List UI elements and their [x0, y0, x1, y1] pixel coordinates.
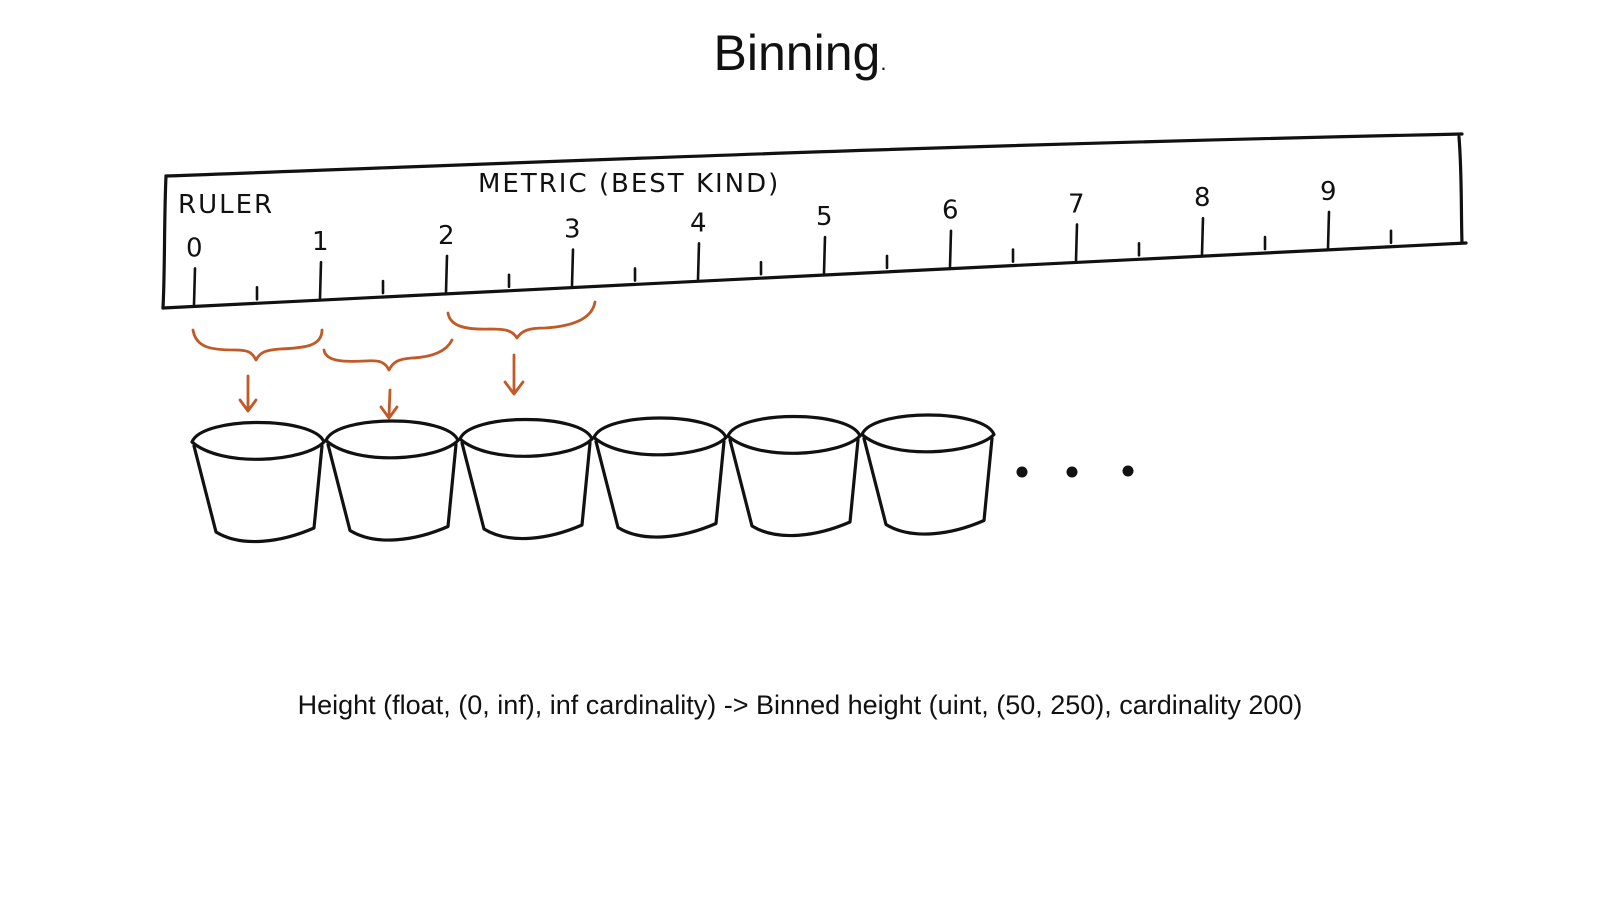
arrow-bin-1: [238, 374, 258, 413]
bucket: [726, 415, 862, 538]
ruler-ticks: [192, 210, 1393, 306]
bucket: [458, 418, 594, 541]
ruler-major-tick: [1200, 216, 1205, 256]
ruler-major-tick: [948, 229, 953, 269]
buckets: [190, 413, 996, 544]
ruler-tick-label: 5: [816, 202, 833, 232]
bucket-rim: [458, 418, 594, 458]
ruler-tick-label: 3: [564, 215, 581, 245]
ellipsis-dot: [1122, 465, 1134, 477]
slide-title: Binning.: [0, 24, 1600, 82]
ellipsis: [1016, 465, 1134, 478]
ellipsis-dot: [1066, 466, 1078, 478]
ruler-major-tick: [318, 260, 323, 300]
bucket-body: [594, 439, 726, 539]
ruler-tick-label: 8: [1194, 183, 1211, 213]
ruler-major-tick: [1326, 210, 1331, 250]
bucket: [592, 416, 728, 539]
bucket-rim: [860, 413, 996, 454]
bin-braces: [191, 300, 597, 420]
bucket-body: [728, 438, 860, 538]
bucket: [190, 421, 326, 544]
ellipsis-dot: [1016, 466, 1028, 478]
ruler-center-label: METRIC (BEST KIND): [478, 169, 780, 199]
ruler-tick-label: 7: [1068, 189, 1085, 219]
bucket-body: [460, 441, 592, 541]
caption: Height (float, (0, inf), inf cardinality…: [297, 690, 1303, 720]
ruler-tick-label: 4: [690, 208, 707, 238]
bucket-body: [326, 442, 458, 542]
ruler-major-tick: [192, 267, 197, 306]
title-text: Binning: [713, 25, 881, 81]
brace-bin-1-2: [322, 338, 454, 372]
ruler-tick-label: 2: [438, 221, 455, 251]
bucket-body: [862, 436, 994, 536]
ruler-major-tick: [822, 235, 827, 275]
title-trailing-dot: .: [880, 50, 887, 75]
ruler: RULER METRIC (BEST KIND) 0 1 2 3 4 5 6 7 8 9: [161, 132, 1468, 310]
ruler-bottom-edge: [161, 241, 1468, 310]
bucket-rim: [190, 421, 326, 461]
bucket-rim: [592, 416, 728, 457]
ruler-tick-label: 6: [942, 196, 959, 226]
ruler-tick-label: 9: [1320, 177, 1337, 207]
arrow-bin-3: [503, 353, 525, 396]
ruler-top-edge: [164, 132, 1464, 178]
bucket-rim: [324, 419, 460, 460]
ruler-major-tick: [696, 242, 701, 281]
ruler-major-tick: [1074, 223, 1079, 262]
bucket: [860, 413, 996, 536]
brace-bin-0-1: [191, 328, 324, 362]
arrow-bin-2: [379, 388, 399, 420]
ruler-left-label: RULER: [178, 190, 274, 220]
ruler-tick-label: 0: [186, 233, 203, 263]
ruler-left-edge: [161, 174, 168, 310]
bucket-body: [192, 444, 324, 544]
ruler-major-tick: [570, 248, 575, 287]
ruler-tick-label: 1: [312, 227, 329, 257]
ruler-tick-labels: 0 1 2 3 4 5 6 7 8 9: [186, 177, 1337, 264]
ruler-right-edge: [1457, 135, 1464, 245]
bucket-rim: [726, 415, 862, 455]
brace-bin-2-3: [446, 300, 597, 340]
ruler-major-tick: [444, 254, 449, 294]
bucket: [324, 419, 460, 542]
